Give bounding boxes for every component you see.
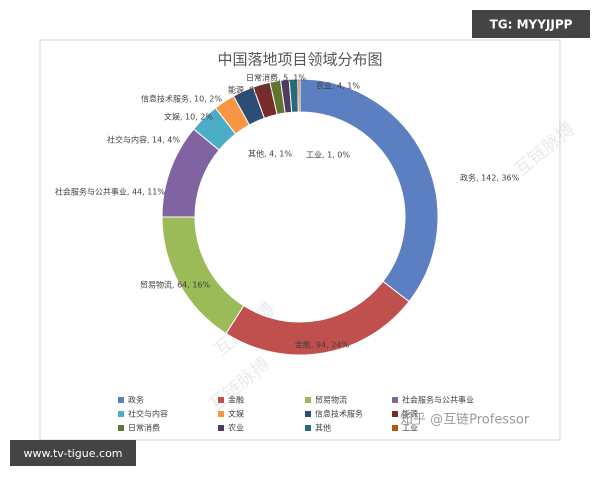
legend-label: 社交与内容 [128, 409, 168, 419]
legend-swatch [118, 397, 124, 403]
data-label: 能源, 8, 2% [228, 85, 272, 95]
data-label: 社会服务与公共事业, 44, 11% [55, 187, 166, 197]
data-label: 贸易物流, 64, 16% [140, 280, 211, 290]
data-label: 工业, 1, 0% [306, 150, 350, 160]
legend-label: 农业 [228, 423, 244, 433]
legend-swatch [392, 397, 398, 403]
legend-label: 日常消费 [128, 423, 160, 433]
slice [297, 78, 301, 113]
bottom-tag: www.tv-tigue.com [23, 447, 122, 460]
legend-swatch [305, 411, 311, 417]
legend-label: 工业 [402, 423, 418, 433]
legend-swatch [118, 425, 124, 431]
data-label: 日常消费, 5, 1% [246, 73, 306, 83]
plot: 政务, 142, 36% 金融, 94, 24% 贸易物流, 64, 16% 社会服务… [55, 73, 520, 433]
legend-label: 金融 [228, 395, 244, 405]
data-label: 其他, 4, 1% [248, 149, 292, 159]
data-label: 文娱, 10, 2% [164, 112, 213, 122]
legend-label: 社会服务与公共事业 [402, 395, 474, 405]
legend-swatch [218, 411, 224, 417]
legend-swatch [218, 397, 224, 403]
chart-title: 中国落地项目领域分布图 [217, 51, 382, 69]
credit: 知乎 @互链Professor [400, 412, 530, 428]
legend-label: 能源 [402, 409, 418, 419]
legend-label: 文娱 [228, 409, 244, 419]
legend-swatch [305, 425, 311, 431]
legend-label: 政务 [128, 395, 144, 405]
tag-box [10, 440, 136, 466]
data-label: 社交与内容, 14, 4% [107, 135, 180, 145]
legend-swatch [118, 411, 124, 417]
legend-label: 信息技术服务 [315, 409, 363, 419]
tag-box [472, 10, 590, 38]
legend-swatch [392, 425, 398, 431]
data-label: 金融, 94, 24% [295, 340, 350, 350]
data-label: 政务, 142, 36% [460, 173, 520, 183]
legend-swatch [218, 425, 224, 431]
data-label: 信息技术服务, 10, 2% [141, 94, 222, 104]
legend-label: 贸易物流 [315, 395, 347, 405]
top-tag: TG: MYYJJPP [490, 18, 573, 32]
legend-swatch [305, 397, 311, 403]
data-label: 农业, 4, 1% [316, 81, 360, 91]
legend-swatch [392, 411, 398, 417]
legend-label: 其他 [315, 423, 331, 433]
